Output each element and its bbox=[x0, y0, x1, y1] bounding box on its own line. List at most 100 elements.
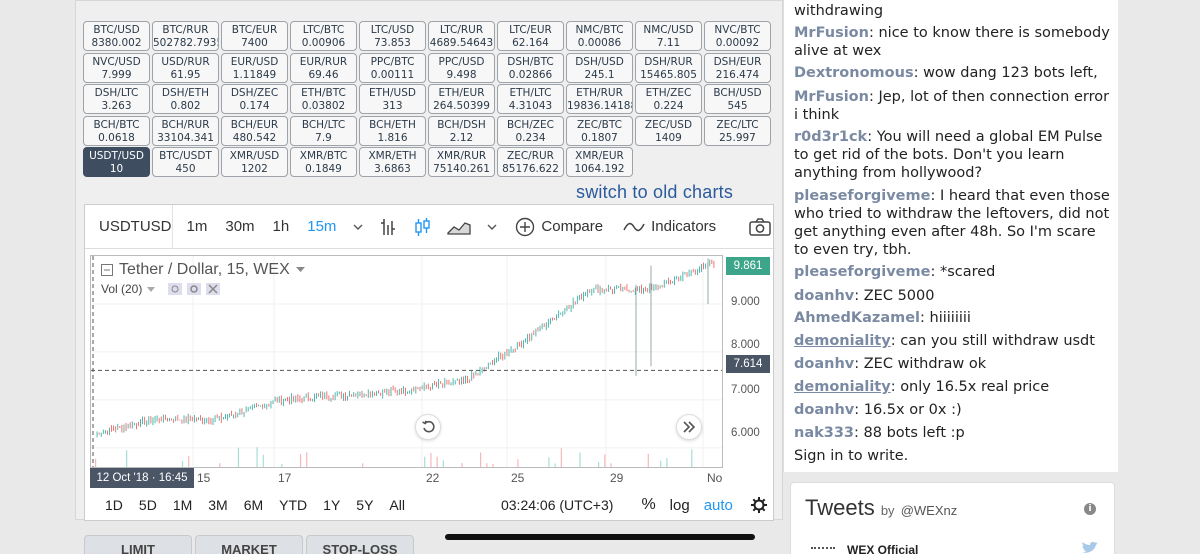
ticker-bch-eur[interactable]: BCH/EUR 480.542 bbox=[221, 115, 288, 146]
interval-1m[interactable]: 1m bbox=[186, 217, 208, 235]
indicators-button[interactable]: Indicators bbox=[613, 205, 726, 249]
chat-username[interactable]: MrFusion bbox=[794, 89, 869, 105]
chat-username[interactable]: demoniality bbox=[794, 333, 891, 349]
interval-chevron-down-icon[interactable] bbox=[345, 205, 371, 249]
ticker-bch-usd[interactable]: BCH/USD 545 bbox=[704, 84, 771, 114]
ticker-eth-usd[interactable]: ETH/USD 313 bbox=[359, 84, 426, 114]
percent-scale-toggle[interactable]: % bbox=[641, 496, 656, 513]
reset-chart-icon[interactable] bbox=[415, 414, 441, 440]
chat-username[interactable]: doanhv bbox=[794, 402, 855, 418]
ticker-bch-rur[interactable]: BCH/RUR 33104.341 bbox=[152, 115, 219, 146]
tab-limit[interactable]: LIMIT bbox=[84, 535, 192, 554]
ticker-xmr-rur[interactable]: XMR/RUR 75140.261 bbox=[428, 147, 495, 177]
ticker-ppc-btc[interactable]: PPC/BTC 0.00111 bbox=[359, 52, 426, 83]
chat-username[interactable]: demoniality bbox=[794, 379, 891, 395]
interval-15m[interactable]: 15m bbox=[307, 217, 337, 235]
candles-chart-style-icon[interactable] bbox=[405, 205, 439, 249]
ticker-ppc-usd[interactable]: PPC/USD 9.498 bbox=[428, 52, 495, 83]
range-1y[interactable]: 1Y bbox=[323, 497, 341, 513]
ticker-btc-eur[interactable]: BTC/EUR 7400 bbox=[221, 21, 288, 51]
chat-username[interactable]: doanhv bbox=[794, 356, 855, 372]
camera-icon[interactable] bbox=[726, 205, 780, 249]
ticker-ltc-eur[interactable]: LTC/EUR 62.164 bbox=[497, 21, 564, 51]
ticker-eth-btc[interactable]: ETH/BTC 0.03802 bbox=[290, 84, 357, 114]
eye-icon[interactable] bbox=[168, 283, 183, 295]
chat-username[interactable]: r0d3r1ck bbox=[794, 129, 868, 145]
ticker-dsh-zec[interactable]: DSH/ZEC 0.174 bbox=[221, 84, 288, 114]
chat-username[interactable]: AhmedKazamel bbox=[794, 310, 921, 326]
ticker-zec-rur[interactable]: ZEC/RUR 85176.622 bbox=[497, 147, 564, 177]
auto-scale-toggle[interactable]: auto bbox=[703, 496, 733, 514]
ticker-bch-eth[interactable]: BCH/ETH 1.816 bbox=[359, 115, 426, 146]
ticker-dsh-rur[interactable]: DSH/RUR 15465.805 bbox=[635, 52, 702, 83]
collapse-legend-icon[interactable] bbox=[101, 264, 113, 276]
time-axis[interactable]: 12 Oct '18 · 16:45 15 17 22 25 29 No bbox=[90, 468, 780, 488]
chart-style-chevron-down-icon[interactable] bbox=[479, 205, 505, 249]
ticker-dsh-ltc[interactable]: DSH/LTC 3.263 bbox=[83, 84, 150, 114]
ticker-nvc-btc[interactable]: NVC/BTC 0.00092 bbox=[704, 21, 771, 51]
ticker-nmc-usd[interactable]: NMC/USD 7.11 bbox=[635, 21, 702, 51]
ticker-btc-usdt[interactable]: BTC/USDT 450 bbox=[152, 147, 219, 177]
ticker-dsh-eur[interactable]: DSH/EUR 216.474 bbox=[704, 52, 771, 83]
chat-username[interactable]: Dextronomous bbox=[794, 65, 914, 81]
home-indicator[interactable] bbox=[445, 534, 755, 540]
legend-chevron-down-icon[interactable] bbox=[295, 267, 305, 273]
compare-button[interactable]: Compare bbox=[505, 205, 613, 249]
timezone-clock[interactable]: 03:24:06 (UTC+3) bbox=[500, 497, 614, 513]
ticker-bch-btc[interactable]: BCH/BTC 0.0618 bbox=[83, 115, 150, 146]
switch-old-charts-link[interactable]: switch to old charts bbox=[576, 182, 734, 202]
ticker-dsh-eth[interactable]: DSH/ETH 0.802 bbox=[152, 84, 219, 114]
ticker-bch-zec[interactable]: BCH/ZEC 0.234 bbox=[497, 115, 564, 146]
ticker-zec-ltc[interactable]: ZEC/LTC 25.997 bbox=[704, 115, 771, 146]
ticker-dsh-usd[interactable]: DSH/USD 245.1 bbox=[566, 52, 633, 83]
interval-30m[interactable]: 30m bbox=[225, 217, 255, 235]
chart-settings-gear-icon[interactable] bbox=[750, 497, 767, 513]
scroll-to-realtime-icon[interactable] bbox=[676, 414, 702, 440]
ticker-zec-btc[interactable]: ZEC/BTC 0.1807 bbox=[566, 115, 633, 146]
tab-market[interactable]: MARKET bbox=[195, 535, 303, 554]
range-6m[interactable]: 6M bbox=[243, 497, 264, 513]
ticker-ltc-rur[interactable]: LTC/RUR 4689.54643 bbox=[428, 21, 495, 51]
ticker-btc-usd[interactable]: BTC/USD 8380.002 bbox=[83, 21, 150, 51]
ticker-eth-ltc[interactable]: ETH/LTC 4.31043 bbox=[497, 84, 564, 114]
ticker-nvc-usd[interactable]: NVC/USD 7.999 bbox=[83, 52, 150, 83]
ticker-dsh-btc[interactable]: DSH/BTC 0.02866 bbox=[497, 52, 564, 83]
ticker-eth-zec[interactable]: ETH/ZEC 0.224 bbox=[635, 84, 702, 114]
twitter-bird-icon[interactable] bbox=[1081, 541, 1099, 554]
tweet-author[interactable]: WEX Official bbox=[847, 543, 919, 554]
info-icon[interactable]: i bbox=[1084, 503, 1096, 515]
range-1d[interactable]: 1D bbox=[105, 497, 123, 513]
range-all[interactable]: All bbox=[389, 497, 405, 513]
ticker-eth-rur[interactable]: ETH/RUR 19836.14188 bbox=[566, 84, 633, 114]
tweets-handle-link[interactable]: @WEXnz bbox=[900, 503, 958, 518]
ticker-usdt-usd[interactable]: USDT/USD 10 bbox=[83, 147, 150, 177]
area-chart-style-icon[interactable] bbox=[439, 205, 479, 249]
ticker-ltc-usd[interactable]: LTC/USD 73.853 bbox=[359, 21, 426, 51]
tab-stop-loss[interactable]: STOP-LOSS bbox=[306, 535, 414, 554]
ticker-xmr-btc[interactable]: XMR/BTC 0.1849 bbox=[290, 147, 357, 177]
ticker-xmr-eth[interactable]: XMR/ETH 3.6863 bbox=[359, 147, 426, 177]
range-1m[interactable]: 1M bbox=[172, 497, 193, 513]
chat-username[interactable]: pleaseforgiveme bbox=[794, 264, 931, 280]
chat-username[interactable]: MrFusion bbox=[794, 25, 869, 41]
close-icon[interactable] bbox=[206, 283, 221, 295]
ticker-usd-rur[interactable]: USD/RUR 61.95 bbox=[152, 52, 219, 83]
ticker-nmc-btc[interactable]: NMC/BTC 0.00086 bbox=[566, 21, 633, 51]
ticker-eur-usd[interactable]: EUR/USD 1.11849 bbox=[221, 52, 288, 83]
range-5y[interactable]: 5Y bbox=[356, 497, 374, 513]
ticker-xmr-usd[interactable]: XMR/USD 1202 bbox=[221, 147, 288, 177]
ticker-bch-dsh[interactable]: BCH/DSH 2.12 bbox=[428, 115, 495, 146]
symbol-search[interactable]: USDTUSD bbox=[85, 204, 173, 249]
chat-username[interactable]: pleaseforgiveme bbox=[794, 188, 931, 204]
interval-1h[interactable]: 1h bbox=[272, 217, 290, 235]
range-5d[interactable]: 5D bbox=[138, 497, 157, 513]
ticker-eth-eur[interactable]: ETH/EUR 264.50399 bbox=[428, 84, 495, 114]
ticker-ltc-btc[interactable]: LTC/BTC 0.00906 bbox=[290, 21, 357, 51]
price-axis[interactable]: 9.861 9.000 8.000 7.614 7.000 6.000 bbox=[723, 255, 775, 468]
bar-chart-style-icon[interactable] bbox=[371, 205, 405, 249]
range-ytd[interactable]: YTD bbox=[279, 497, 308, 513]
chat-username[interactable]: doanhv bbox=[794, 288, 855, 304]
ticker-bch-ltc[interactable]: BCH/LTC 7.9 bbox=[290, 115, 357, 146]
ticker-btc-rur[interactable]: BTC/RUR 502782.7935 bbox=[152, 21, 219, 51]
ticker-eur-rur[interactable]: EUR/RUR 69.46 bbox=[290, 52, 357, 83]
